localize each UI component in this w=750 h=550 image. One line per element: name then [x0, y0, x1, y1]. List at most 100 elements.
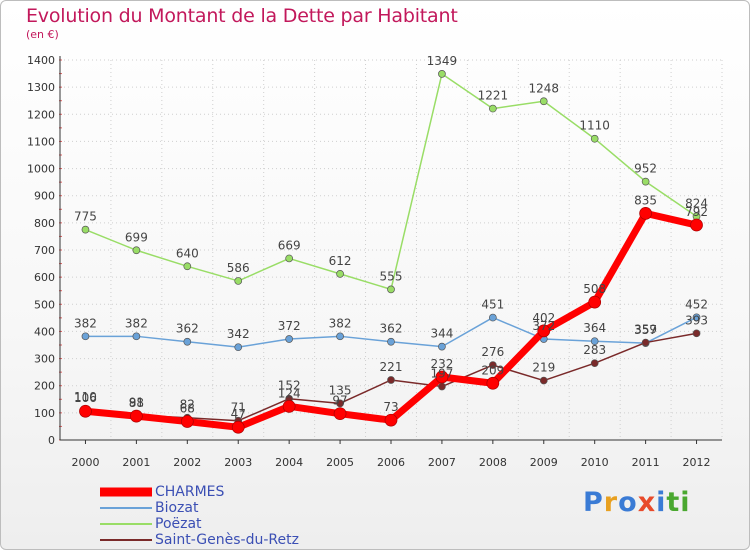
- data-point: [130, 409, 143, 423]
- data-point: [183, 262, 192, 271]
- data-label: 124: [278, 386, 301, 400]
- y-tick-label: 900: [34, 190, 55, 203]
- data-point: [81, 225, 90, 234]
- x-tick-label: 2009: [530, 456, 558, 469]
- y-tick-label: 300: [34, 353, 55, 366]
- data-label: 68: [180, 402, 195, 416]
- data-label: 344: [430, 327, 453, 341]
- data-point: [285, 254, 294, 263]
- data-label: 88: [129, 396, 144, 410]
- legend-label: Poëzat: [155, 516, 202, 532]
- legend-label: Saint-Genès-du-Retz: [155, 532, 299, 548]
- data-label: 555: [380, 269, 403, 283]
- data-point: [81, 332, 90, 341]
- data-point: [180, 415, 194, 428]
- data-label: 1221: [478, 89, 509, 103]
- data-label: 835: [634, 193, 657, 207]
- data-point: [336, 399, 344, 408]
- data-label: 232: [430, 357, 453, 371]
- data-label: 382: [74, 316, 97, 330]
- legend-swatch: [100, 507, 152, 509]
- y-tick-label: 200: [34, 380, 55, 393]
- data-point: [488, 104, 497, 113]
- y-tick-label: 1100: [27, 135, 55, 148]
- data-label: 342: [227, 327, 250, 341]
- data-point: [539, 97, 548, 106]
- x-tick-label: 2005: [326, 456, 354, 469]
- data-point: [641, 338, 650, 347]
- x-tick-label: 2010: [581, 456, 609, 469]
- x-tick-label: 2007: [428, 456, 456, 469]
- data-point: [488, 361, 497, 369]
- y-tick-label: 0: [48, 434, 55, 447]
- data-label: 452: [685, 297, 708, 311]
- x-tick-label: 2000: [71, 456, 99, 469]
- data-label: 824: [685, 196, 708, 210]
- data-point: [588, 295, 602, 309]
- logo-letter: i: [656, 487, 667, 518]
- data-label: 1349: [427, 54, 458, 68]
- x-tick-label: 2012: [683, 456, 711, 469]
- chart-title: Evolution du Montant de la Dette par Hab…: [26, 5, 458, 27]
- data-label: 82: [180, 398, 195, 412]
- data-point: [692, 329, 701, 338]
- data-label: 97: [332, 394, 347, 408]
- legend-swatch: [100, 539, 152, 541]
- data-point: [537, 324, 551, 338]
- data-point: [438, 382, 446, 391]
- data-label: 393: [685, 313, 708, 327]
- data-label: 71: [231, 401, 246, 415]
- data-label: 362: [176, 322, 199, 336]
- logo-letter: o: [618, 487, 638, 518]
- data-point: [692, 313, 701, 322]
- data-point: [435, 370, 449, 384]
- x-tick-label: 2006: [377, 456, 405, 469]
- data-label: 362: [380, 322, 403, 336]
- data-label: 612: [329, 254, 352, 268]
- x-tick-label: 2001: [122, 456, 150, 469]
- data-label: 372: [532, 319, 555, 333]
- data-label: 110: [74, 390, 97, 404]
- data-point: [641, 177, 650, 186]
- data-label: 382: [125, 316, 148, 330]
- data-point: [387, 337, 395, 346]
- data-point: [132, 332, 141, 341]
- data-label: 640: [176, 246, 199, 260]
- x-tick-label: 2004: [275, 456, 303, 469]
- chart-subtitle: (en €): [26, 28, 59, 41]
- data-point: [231, 420, 245, 434]
- data-label: 197: [430, 367, 453, 381]
- y-tick-label: 400: [34, 325, 55, 338]
- logo-letter: ti: [666, 487, 691, 518]
- data-point: [387, 285, 395, 294]
- data-point: [183, 337, 192, 346]
- data-point: [336, 332, 344, 341]
- data-label: 73: [383, 400, 398, 414]
- data-label: 47: [231, 407, 246, 421]
- x-tick-label: 2002: [173, 456, 201, 469]
- data-label: 357: [634, 323, 657, 337]
- legend-swatch: [100, 487, 152, 497]
- y-tick-label: 500: [34, 298, 55, 311]
- data-label: 106: [74, 391, 97, 405]
- legend-swatch: [100, 523, 152, 525]
- data-point: [384, 413, 398, 427]
- y-tick-label: 700: [34, 244, 55, 257]
- data-label: 209: [481, 363, 504, 377]
- data-point: [639, 207, 652, 220]
- x-tick-label: 2008: [479, 456, 507, 469]
- data-label: 451: [481, 298, 504, 312]
- data-label: 219: [532, 361, 555, 375]
- data-point: [590, 359, 599, 368]
- data-label: 402: [532, 311, 555, 325]
- data-point: [488, 313, 497, 322]
- data-point: [336, 270, 344, 278]
- data-label: 135: [329, 383, 352, 397]
- data-label: 508: [583, 282, 606, 296]
- data-point: [333, 407, 347, 421]
- data-label: 276: [481, 345, 504, 359]
- logo-letter: x: [637, 487, 657, 518]
- legend-label: CHARMES: [155, 484, 225, 500]
- y-tick-label: 1200: [27, 108, 55, 121]
